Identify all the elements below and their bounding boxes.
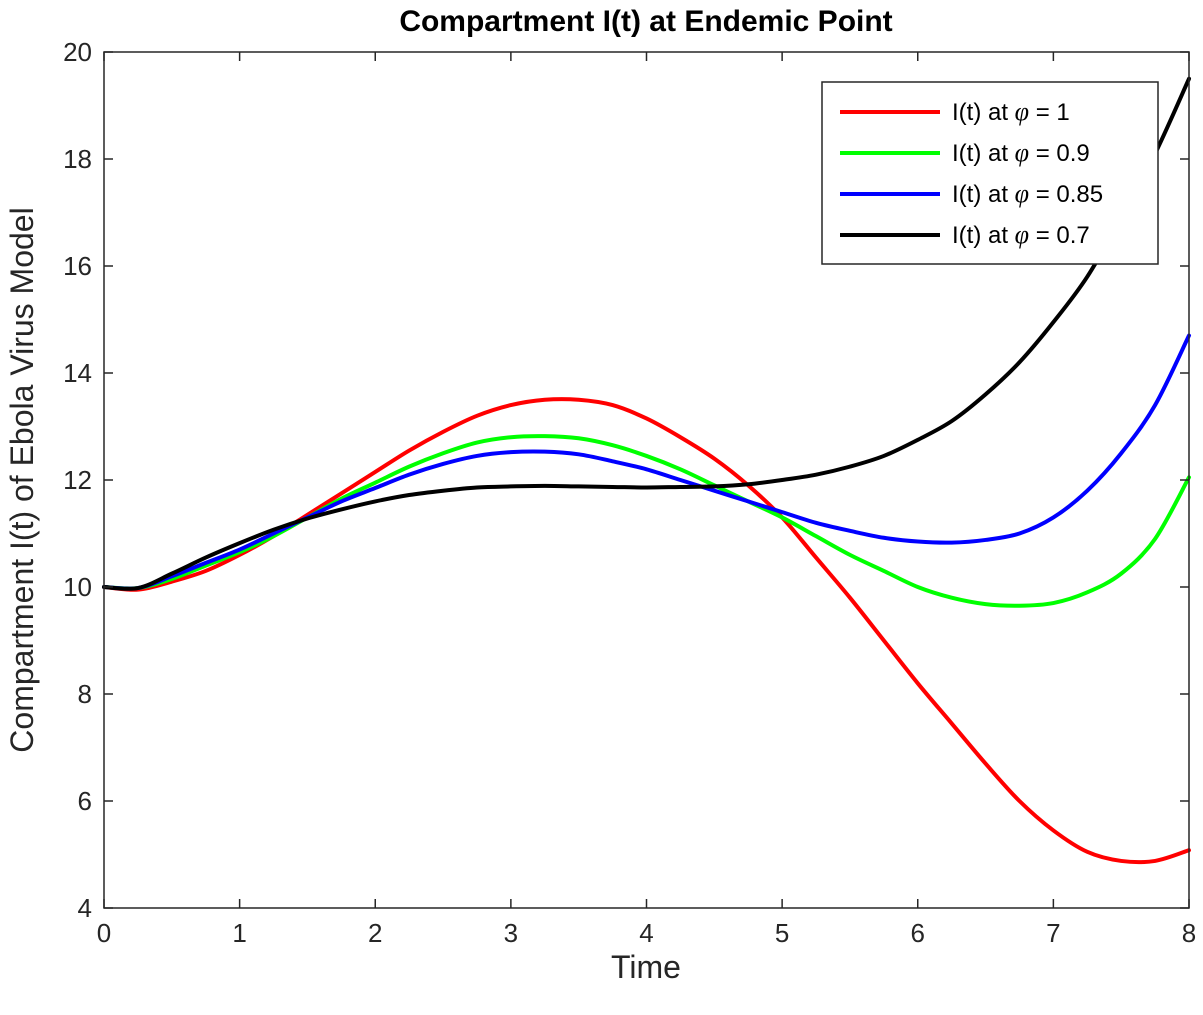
- y-tick-label: 16: [63, 251, 92, 281]
- x-tick-label: 4: [639, 918, 653, 948]
- y-axis-ticks: 4 6 8 10 12 14 16 18 20: [63, 37, 1189, 923]
- x-tick-label: 5: [775, 918, 789, 948]
- y-tick-label: 10: [63, 572, 92, 602]
- legend-label-1: I(t) at φ = 1: [952, 97, 1070, 126]
- y-tick-label: 8: [78, 679, 92, 709]
- x-axis-ticks: 0 1 2 3 4 5 6 7 8: [97, 52, 1196, 948]
- y-tick-label: 4: [78, 893, 92, 923]
- legend-items: I(t) at φ = 1 I(t) at φ = 0.9 I(t) at φ = …: [840, 97, 1103, 249]
- x-tick-label: 1: [232, 918, 246, 948]
- chart-title: Compartment I(t) at Endemic Point: [399, 5, 892, 38]
- series-layer: [102, 76, 1191, 865]
- x-tick-label: 2: [368, 918, 382, 948]
- x-tick-label: 7: [1046, 918, 1060, 948]
- y-tick-label: 20: [63, 37, 92, 67]
- legend-label-3: I(t) at φ = 0.85: [952, 179, 1103, 208]
- x-tick-label: 3: [504, 918, 518, 948]
- series-line-3: [102, 333, 1191, 591]
- series-line-4: [102, 76, 1191, 591]
- y-axis-label: Compartment I(t) of Ebola Virus Model: [4, 207, 40, 752]
- x-tick-label: 0: [97, 918, 111, 948]
- x-axis-label: Time: [611, 949, 681, 985]
- x-tick-label: 8: [1182, 918, 1196, 948]
- y-tick-label: 6: [78, 786, 92, 816]
- legend-label-4: I(t) at φ = 0.7: [952, 220, 1090, 249]
- y-tick-label: 18: [63, 144, 92, 174]
- legend: I(t) at φ = 1 I(t) at φ = 0.9 I(t) at φ = …: [821, 81, 1159, 265]
- legend-label-2: I(t) at φ = 0.9: [952, 138, 1090, 167]
- y-tick-label: 14: [63, 358, 92, 388]
- y-tick-label: 12: [63, 465, 92, 495]
- x-tick-label: 6: [911, 918, 925, 948]
